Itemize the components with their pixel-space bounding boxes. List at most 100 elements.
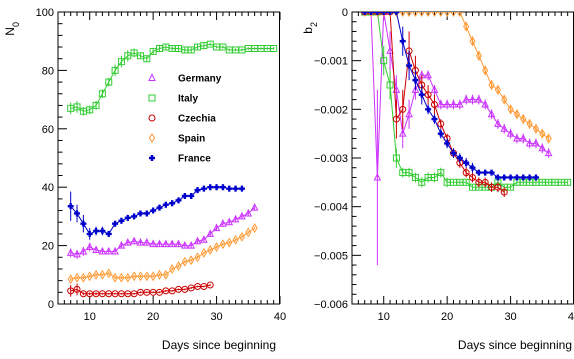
n0-point-germany [231, 214, 240, 223]
b2-point-spain [488, 80, 495, 90]
n0-point-germany [66, 248, 75, 256]
n0-point-germany [73, 249, 81, 258]
n0-x-tick-label: 30 [210, 311, 222, 323]
b2-point-spain [444, 12, 451, 17]
n0-point-france [93, 228, 100, 234]
b2-point-czechia [399, 105, 407, 113]
n0-point-spain [118, 272, 125, 283]
b2-point-spain [526, 118, 533, 129]
b2-point-spain [507, 104, 514, 115]
b2-point-france [488, 169, 495, 176]
b2-point-france [412, 77, 419, 84]
n0-point-germany [155, 239, 164, 248]
n0-point-germany [85, 242, 94, 251]
b2-point-germany [443, 99, 451, 108]
n0-plot-frame [57, 11, 280, 305]
b2-point-spain [482, 65, 489, 76]
n0-point-france [143, 210, 150, 217]
b2-point-germany [532, 138, 540, 147]
b2-point-italy [392, 154, 400, 162]
b2-point-germany [494, 119, 502, 127]
n0-point-germany [225, 217, 234, 226]
n0-point-czechia [168, 287, 176, 295]
b2-point-france [501, 174, 508, 181]
b2-point-germany [487, 109, 496, 118]
n0-point-spain [137, 271, 144, 282]
b2-point-france [393, 12, 400, 15]
b2-series-germany [360, 12, 553, 266]
n0-point-france [86, 230, 93, 237]
b2-point-czechia [424, 91, 432, 99]
n0-point-czechia [155, 288, 163, 296]
n0-point-italy [105, 78, 113, 86]
b2-series-spain [361, 12, 552, 144]
n0-point-spain [194, 252, 201, 263]
n0-point-germany [193, 236, 202, 245]
b2-point-france [431, 116, 438, 123]
b2-point-czechia [462, 169, 470, 177]
n0-point-spain [207, 245, 214, 255]
b2-point-france [463, 159, 470, 166]
b2-point-spain [418, 12, 425, 17]
n0-point-germany [111, 246, 119, 255]
b2-point-germany [405, 109, 413, 118]
b2-point-spain [450, 12, 457, 17]
b2-point-spain [513, 109, 521, 120]
n0-point-spain [251, 223, 258, 234]
n0-x-axis-title: Days since beginning [162, 338, 276, 352]
legend-label-spain: Spain [178, 134, 205, 145]
n0-point-spain [162, 269, 169, 280]
b2-point-italy [380, 57, 388, 65]
b2-point-italy [418, 178, 426, 186]
n0-point-spain [73, 272, 81, 283]
n0-point-spain [99, 269, 106, 280]
n0-point-spain [213, 242, 220, 253]
b2-point-spain [494, 84, 501, 95]
n0-y-tick-label: 100 [36, 7, 54, 19]
n0-series-line-spain [70, 227, 255, 280]
legend-marker-italy [148, 94, 156, 102]
b2-x-tick-label: 20 [441, 311, 453, 323]
b2-point-germany [386, 46, 394, 54]
n0-point-italy [73, 103, 81, 111]
b2-series-line-spain [364, 12, 549, 139]
b2-point-italy [430, 173, 438, 181]
b2-x-tick-label: 40 [568, 311, 574, 323]
legend-label-italy: Italy [178, 94, 198, 105]
b2-point-spain [539, 128, 546, 139]
n0-series-italy [67, 40, 278, 116]
n0-point-czechia [73, 285, 81, 293]
n0-point-italy [86, 106, 94, 114]
n0-point-france [150, 207, 157, 214]
legend-marker-spain [148, 133, 156, 143]
n0-point-spain [169, 264, 176, 274]
n0-point-germany [98, 246, 107, 255]
n0-point-germany [174, 239, 183, 248]
n0-point-germany [212, 223, 221, 232]
b2-point-germany [468, 94, 477, 103]
b2-point-germany [475, 94, 483, 103]
b2-point-spain [412, 12, 419, 17]
b2-point-spain [374, 12, 381, 17]
n0-point-spain [232, 234, 239, 245]
n0-point-france [131, 213, 138, 220]
b2-point-germany [500, 124, 509, 132]
panel-b2: 10 20 30 40 0 −0.001 −0.002 −0.003 −0.004 −0.005 −… [301, 7, 574, 352]
b2-series-france [361, 12, 539, 181]
n0-point-france [169, 200, 176, 207]
b2-series-line-germany [364, 12, 549, 178]
b2-point-france [520, 174, 527, 181]
n0-point-germany [117, 240, 126, 249]
b2-point-france [526, 174, 533, 181]
n0-point-germany [206, 229, 215, 237]
n0-point-germany [130, 236, 138, 245]
n0-point-france [67, 203, 74, 210]
legend: Germany Italy Czechia Spain France [148, 73, 222, 165]
b2-point-spain [361, 12, 368, 17]
b2-point-france [494, 174, 501, 181]
b2-series-line-france [364, 12, 536, 178]
n0-point-spain [150, 271, 157, 282]
b2-point-germany [462, 94, 470, 103]
n0-point-spain [238, 231, 246, 242]
